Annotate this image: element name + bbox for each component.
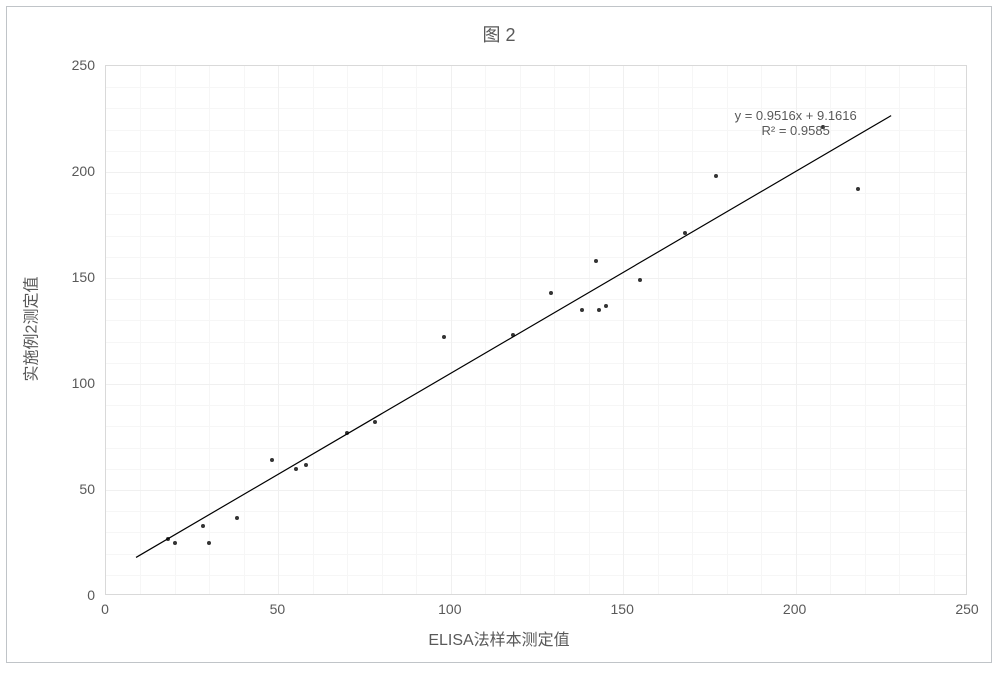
data-point [345,431,349,435]
y-tick: 150 [35,269,95,285]
data-point [580,308,584,312]
data-point [597,308,601,312]
data-point [201,524,205,528]
data-point [856,187,860,191]
regression-equation: y = 0.9516x + 9.1616 R² = 0.9585 [735,108,857,138]
data-point [373,420,377,424]
data-point [270,458,274,462]
data-point [638,278,642,282]
data-point [511,333,515,337]
data-point [683,231,687,235]
data-point [207,541,211,545]
x-tick: 100 [438,601,461,617]
y-axis-label: 实施例2测定值 [17,277,41,382]
data-point [594,259,598,263]
x-tick: 150 [611,601,634,617]
y-tick: 250 [35,57,95,73]
plot-wrap: y = 0.9516x + 9.1616 R² = 0.9585 0501001… [105,65,967,595]
equation-line: y = 0.9516x + 9.1616 [735,108,857,123]
x-tick: 250 [955,601,978,617]
data-point [235,516,239,520]
data-point [604,304,608,308]
y-tick: 0 [35,587,95,603]
data-point [442,335,446,339]
y-tick: 50 [35,481,95,497]
x-tick: 50 [270,601,286,617]
chart-container: 图 2 实施例2测定值 y = 0.9516x + 9.1616 R² = 0.… [6,6,992,663]
x-tick: 0 [101,601,109,617]
data-point [304,463,308,467]
r2-line: R² = 0.9585 [735,123,857,138]
data-point [294,467,298,471]
y-tick: 100 [35,375,95,391]
data-point [549,291,553,295]
chart-title: 图 2 [7,21,991,47]
x-tick: 200 [783,601,806,617]
data-point [166,537,170,541]
data-point [714,174,718,178]
data-point [173,541,177,545]
plot-area [105,65,967,595]
y-tick: 200 [35,163,95,179]
x-axis-label: ELISA法样本测定值 [7,626,991,650]
